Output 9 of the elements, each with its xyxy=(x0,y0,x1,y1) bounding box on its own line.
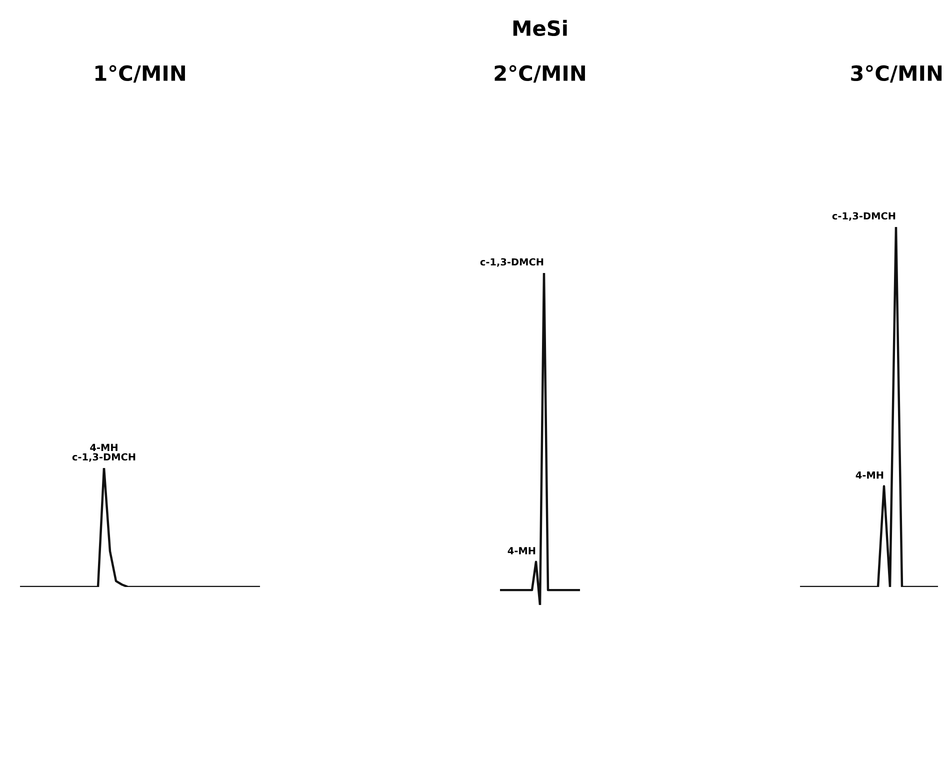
chart-subtitle: 2°C/MIN xyxy=(494,65,585,83)
text: 4-MH c-1,3-DMCH xyxy=(72,444,136,462)
text: c-1,3-DMCH xyxy=(480,258,544,267)
chart-title: MeSi xyxy=(513,20,567,36)
chart-title: 3°C/MIN xyxy=(851,65,942,83)
chart-title: 1°C/MIN xyxy=(95,65,185,83)
annotation: 4-MH xyxy=(508,547,536,554)
annotation: 4-MH xyxy=(856,472,884,479)
text: c-1,3-DMCH xyxy=(832,212,896,221)
